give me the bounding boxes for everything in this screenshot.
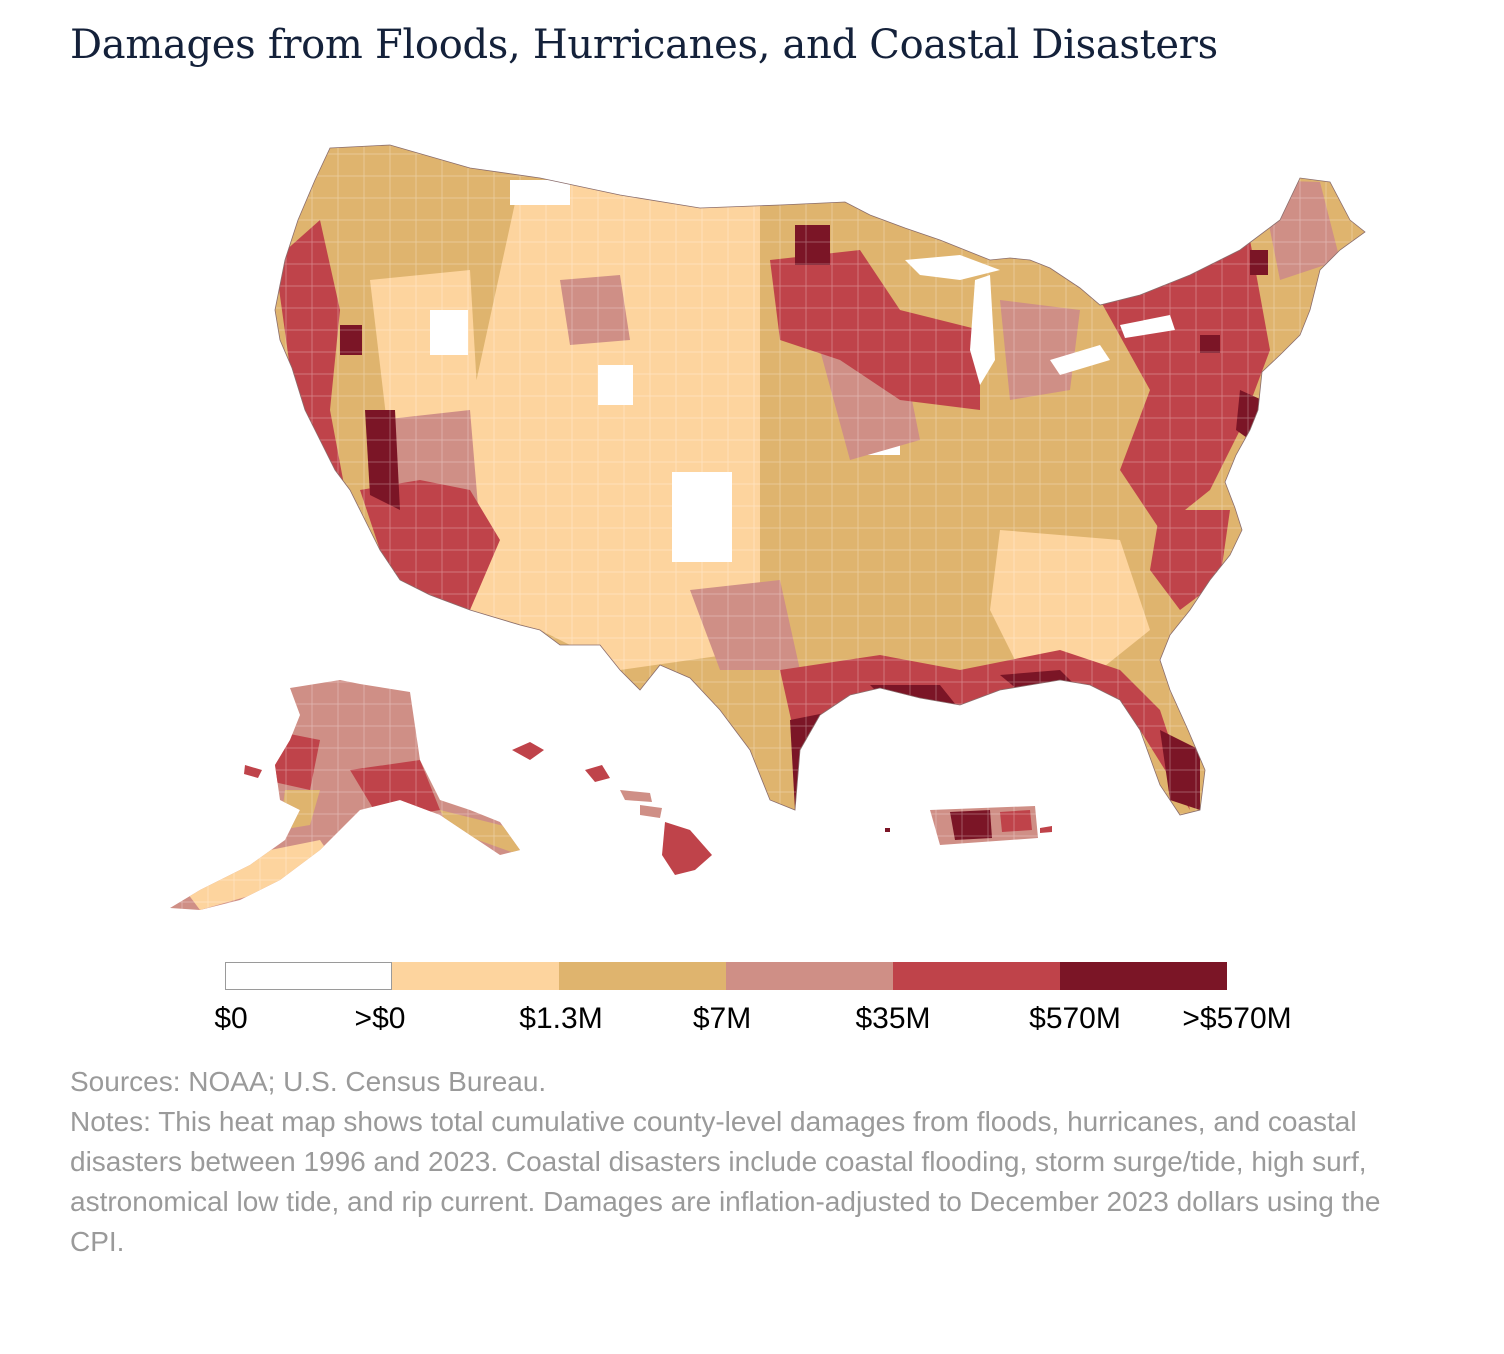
legend: $0 >$0 $1.3M $7M $35M $570M >$570M	[0, 960, 1504, 1040]
legend-swatch-very-high	[1060, 962, 1227, 990]
choropleth-map	[0, 110, 1504, 930]
legend-swatch-high	[893, 962, 1060, 990]
contiguous-us-region	[275, 145, 1365, 815]
legend-swatch-mid-low	[559, 962, 726, 990]
footnotes: Sources: NOAA; U.S. Census Bureau. Notes…	[70, 1062, 1400, 1262]
puerto-rico-region	[885, 806, 1052, 846]
hawaii-region	[512, 742, 712, 875]
legend-label-1: >$0	[354, 1002, 406, 1035]
sources-text: Sources: NOAA; U.S. Census Bureau.	[70, 1066, 547, 1097]
legend-label-2: $1.3M	[519, 1002, 603, 1035]
legend-label-5: $570M	[1029, 1002, 1121, 1035]
legend-label-6: >$570M	[1182, 1002, 1292, 1035]
great-lakes	[905, 255, 1175, 385]
legend-swatch-low	[392, 962, 559, 990]
legend-swatch-mid	[726, 962, 893, 990]
chart-title: Damages from Floods, Hurricanes, and Coa…	[70, 22, 1218, 68]
legend-label-4: $35M	[855, 1002, 931, 1035]
notes-text: Notes: This heat map shows total cumulat…	[70, 1106, 1381, 1257]
legend-swatch-zero	[225, 962, 392, 990]
alaska-region	[170, 680, 520, 910]
legend-label-0: $0	[214, 1002, 248, 1035]
legend-label-3: $7M	[692, 1002, 752, 1035]
alaska-island	[244, 765, 262, 778]
legend-color-bar	[225, 962, 1227, 990]
